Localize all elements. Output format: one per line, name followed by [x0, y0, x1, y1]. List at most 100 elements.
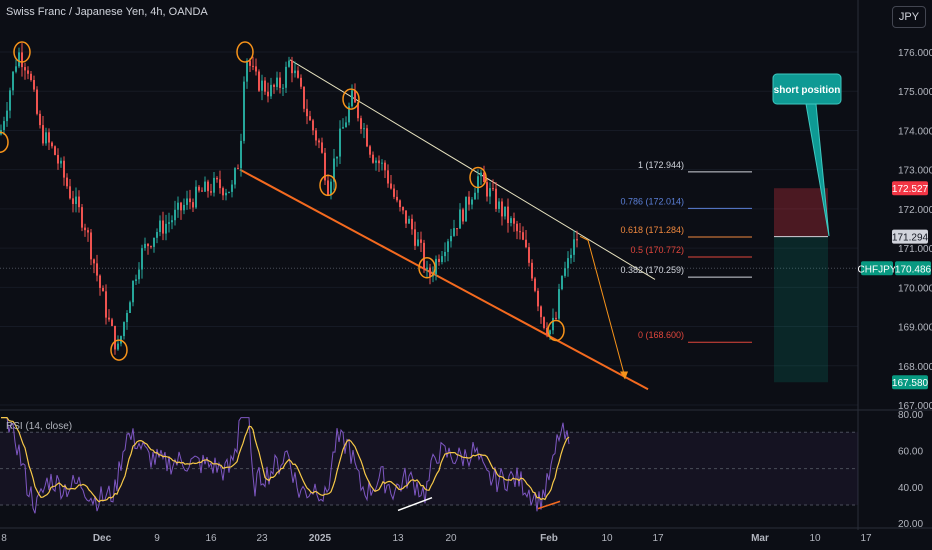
- candle-body: [297, 70, 299, 78]
- candle-body: [543, 317, 545, 328]
- candle-body: [141, 248, 143, 270]
- candle-body: [63, 160, 65, 178]
- candle-body: [375, 160, 377, 163]
- candle-body: [351, 90, 353, 107]
- position-box: short position: [772, 73, 842, 383]
- pivot-circle: [13, 41, 31, 63]
- candle-body: [540, 306, 542, 318]
- fib-label: 0 (168.600): [638, 330, 684, 340]
- time-tick-label: Mar: [751, 533, 769, 544]
- candle-body: [135, 279, 137, 281]
- candle-body: [252, 65, 254, 67]
- candle-body: [42, 125, 44, 144]
- candle-body: [309, 116, 311, 121]
- pivot-circle: [0, 131, 9, 153]
- callout-label: short position: [774, 85, 841, 96]
- candle-body: [225, 192, 227, 196]
- candle-body: [513, 218, 515, 224]
- time-tick-label: 10: [809, 533, 821, 544]
- pivot-circle: [469, 166, 487, 189]
- rsi-line: [1, 417, 570, 514]
- price-tick-label: 173.000: [898, 166, 932, 177]
- candle-body: [318, 140, 320, 143]
- time-tick-label: 13: [392, 533, 404, 544]
- candle-body: [483, 172, 485, 183]
- candle-body: [426, 267, 428, 270]
- candle-body: [30, 73, 32, 81]
- time-tick-label: 17: [860, 533, 872, 544]
- candle-body: [573, 239, 575, 255]
- candle-body: [291, 60, 293, 74]
- candle-body: [366, 128, 368, 147]
- candle-body: [522, 232, 524, 240]
- candle-body: [48, 132, 50, 143]
- candle-body: [465, 196, 467, 222]
- time-tick-label: 20: [445, 533, 457, 544]
- fib-label: 0.786 (172.014): [620, 196, 684, 206]
- candles-layer: [0, 43, 578, 355]
- candle-body: [549, 330, 551, 334]
- candle-body: [207, 181, 209, 192]
- candle-body: [276, 77, 278, 87]
- time-axis[interactable]: 8 Dec 9 16 23 2025 13 20 Feb 10 17 Mar 10 17: [0, 527, 932, 544]
- candle-body: [363, 128, 365, 130]
- candle-body: [336, 156, 338, 159]
- currency-button[interactable]: JPY: [892, 6, 926, 28]
- candle-body: [24, 67, 26, 71]
- candle-body: [255, 66, 257, 72]
- candle-body: [294, 70, 296, 74]
- candle-body: [150, 246, 152, 248]
- candle-body: [393, 188, 395, 197]
- pivot-circle: [236, 41, 254, 63]
- candle-body: [330, 181, 332, 196]
- candle-body: [504, 206, 506, 217]
- candle-body: [273, 84, 275, 87]
- candle-body: [249, 60, 251, 66]
- candle-body: [258, 71, 260, 91]
- stop-zone: [774, 188, 828, 237]
- rsi-tick-label: 20.00: [898, 519, 923, 530]
- candle-body: [567, 258, 569, 269]
- candle-body: [237, 168, 239, 170]
- candle-body: [105, 291, 107, 318]
- candle-body: [243, 81, 245, 141]
- candle-body: [33, 80, 35, 90]
- candle-body: [495, 188, 497, 209]
- fib-label: 0.5 (170.772): [630, 245, 684, 255]
- price-tag-label: 167.580: [892, 378, 929, 389]
- channel-layer: [239, 59, 656, 391]
- candle-body: [78, 196, 80, 208]
- candle-body: [360, 118, 362, 129]
- candle-body: [303, 86, 305, 109]
- candle-body: [399, 200, 401, 208]
- price-tag-label: 171.294: [892, 233, 929, 244]
- candle-body: [528, 247, 530, 263]
- candle-body: [6, 110, 8, 122]
- price-tag: [892, 229, 928, 244]
- candle-body: [27, 70, 29, 74]
- time-tick-label: 9: [154, 533, 160, 544]
- price-tick-label: 170.000: [898, 283, 932, 294]
- candle-body: [576, 239, 578, 241]
- candle-body: [36, 89, 38, 114]
- candle-body: [159, 220, 161, 233]
- price-tick-label: 167.000: [898, 401, 932, 412]
- price-axis[interactable]: 176.000 175.000 174.000 173.000 172.000 171.0…: [858, 48, 932, 412]
- candle-body: [462, 209, 464, 222]
- candle-body: [570, 254, 572, 259]
- candle-body: [555, 317, 557, 319]
- candle-body: [12, 71, 14, 91]
- candle-body: [111, 319, 113, 326]
- candle-body: [435, 258, 437, 275]
- rsi-tick-label: 60.00: [898, 446, 923, 457]
- candle-body: [171, 220, 173, 223]
- candle-body: [420, 239, 422, 243]
- candle-body: [411, 218, 413, 230]
- time-tick-label: 17: [652, 533, 664, 544]
- candle-body: [282, 87, 284, 89]
- candle-body: [306, 108, 308, 117]
- candle-body: [381, 162, 383, 164]
- candle-body: [279, 77, 281, 88]
- candle-body: [96, 263, 98, 276]
- candle-body: [414, 229, 416, 246]
